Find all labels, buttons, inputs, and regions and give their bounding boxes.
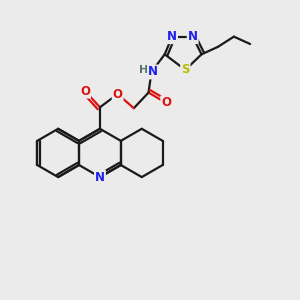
Text: N: N <box>167 30 177 43</box>
Text: H: H <box>139 65 148 75</box>
Text: O: O <box>112 88 123 100</box>
Text: N: N <box>95 171 105 184</box>
Text: N: N <box>188 30 198 43</box>
Text: N: N <box>148 65 158 79</box>
Text: O: O <box>80 85 90 98</box>
Text: S: S <box>181 63 190 76</box>
Text: O: O <box>161 96 171 110</box>
